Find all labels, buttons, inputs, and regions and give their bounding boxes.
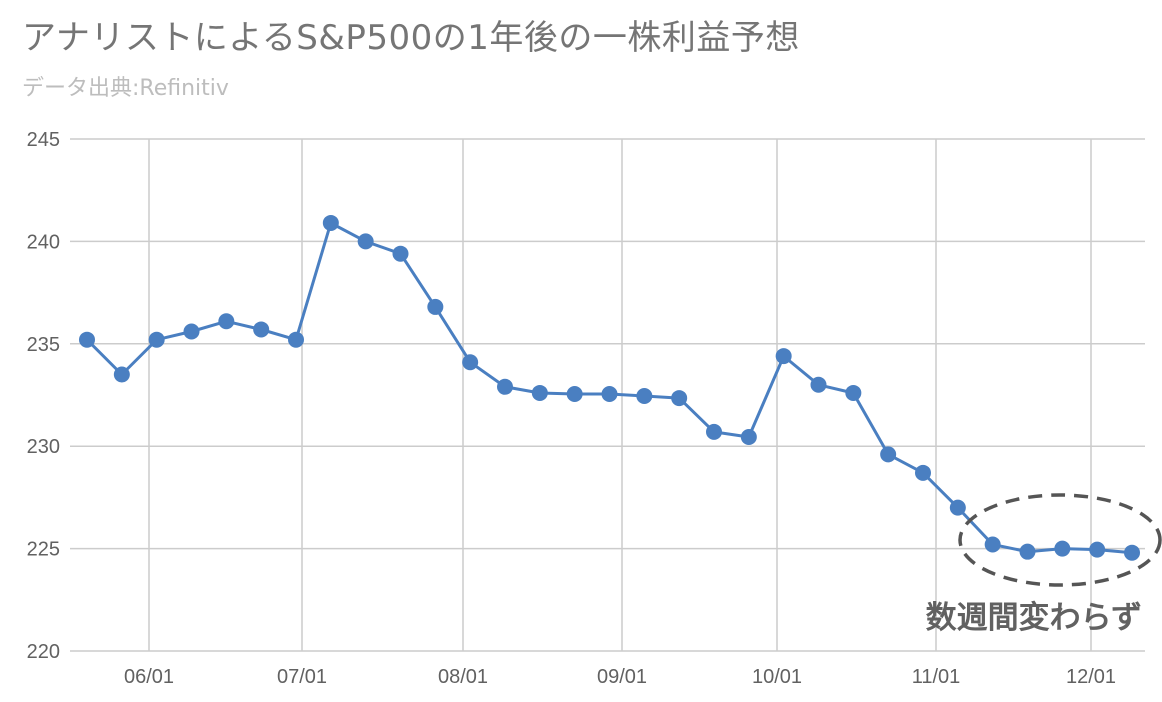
- chart-subtitle: データ出典:Refinitiv: [22, 76, 229, 101]
- x-tick-label: 09/01: [597, 666, 647, 688]
- y-tick-label: 245: [27, 129, 60, 151]
- data-point: [984, 536, 1001, 553]
- data-point: [357, 233, 374, 250]
- data-point: [1054, 540, 1071, 557]
- data-point: [113, 366, 130, 383]
- y-tick-label: 240: [27, 231, 60, 253]
- x-tick-label: 07/01: [277, 666, 327, 688]
- data-point: [218, 313, 235, 330]
- chart-title: アナリストによるS&P500の1年後の一株利益予想: [22, 18, 800, 58]
- data-point: [810, 376, 827, 393]
- data-point: [392, 245, 409, 262]
- data-point: [497, 378, 513, 395]
- data-point: [79, 331, 95, 348]
- data-point: [1124, 544, 1140, 561]
- data-point: [706, 423, 722, 440]
- data-point: [915, 464, 931, 481]
- data-point: [601, 385, 618, 402]
- data-point: [845, 384, 862, 401]
- data-point: [740, 428, 757, 445]
- x-tick-label: 10/01: [752, 666, 802, 688]
- data-point: [427, 298, 444, 315]
- x-tick-label: 11/01: [912, 666, 961, 688]
- data-point: [880, 446, 897, 463]
- data-point: [775, 348, 792, 365]
- data-point: [636, 388, 653, 405]
- data-point: [322, 214, 339, 231]
- annotation-label: 数週間変わらず: [926, 600, 1142, 636]
- data-point: [1019, 543, 1036, 560]
- data-point: [462, 354, 479, 371]
- y-tick-label: 235: [27, 334, 60, 356]
- data-point: [148, 331, 165, 348]
- annotation-ellipse: [958, 493, 1162, 587]
- data-point: [566, 385, 583, 402]
- y-tick-label: 230: [27, 436, 60, 458]
- data-point: [183, 323, 200, 340]
- data-point: [253, 321, 270, 338]
- data-point: [531, 384, 548, 401]
- x-tick-label: 08/01: [438, 666, 488, 688]
- data-point: [671, 390, 688, 407]
- y-tick-label: 225: [27, 539, 60, 561]
- data-point: [949, 499, 966, 516]
- x-tick-label: 12/01: [1066, 666, 1116, 688]
- data-point: [1089, 541, 1106, 558]
- data-point: [288, 331, 304, 348]
- x-tick-label: 06/01: [124, 666, 174, 688]
- y-tick-label: 220: [27, 641, 60, 663]
